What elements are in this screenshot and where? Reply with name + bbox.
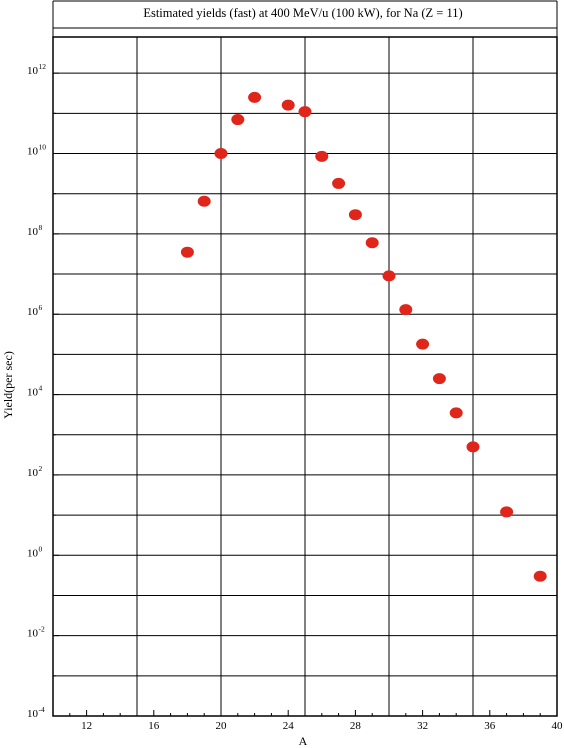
data-point [231,114,245,126]
y-axis-label: Yield(per sec) [1,351,15,419]
data-point [399,304,413,316]
y-tick-label: 10 [27,146,39,158]
data-points [180,91,547,582]
x-tick-label: 28 [350,720,362,732]
data-point [416,338,430,350]
plot-frame [52,36,558,717]
data-point [382,270,396,282]
x-tick-label: 36 [484,720,496,732]
data-point [197,195,211,207]
y-tick-exponent: 0 [39,544,43,553]
grid [53,37,557,716]
data-point [432,373,446,385]
x-tick-label: 24 [283,720,295,732]
y-tick-label: 10 [27,226,39,238]
title-box: Estimated yields (fast) at 400 MeV/u (10… [52,0,558,37]
y-tick-label: 10 [27,387,39,399]
data-point [214,148,228,160]
x-tick-label: 16 [148,720,160,732]
data-point [281,99,295,111]
data-point [298,106,312,118]
data-point [348,209,362,221]
chart-title: Estimated yields (fast) at 400 MeV/u (10… [143,6,462,20]
y-tick-exponent: 4 [39,384,43,393]
data-point [365,237,379,249]
y-tick-label: 10 [27,306,39,318]
data-point [332,177,346,189]
data-point [449,407,463,419]
x-tick-label: 12 [81,720,92,732]
x-axis-label: A [299,734,308,748]
y-tick-label: 10 [27,708,39,720]
data-point [466,441,480,453]
y-tick-label: 10 [27,467,39,479]
data-point [315,150,329,162]
data-point [500,506,514,518]
y-tick-exponent: 10 [39,143,47,152]
y-tick-exponent: 12 [39,62,47,71]
y-tick-label: 10 [27,547,39,559]
data-point [533,570,547,582]
y-tick-label: 10 [27,65,39,77]
y-tick-exponent: 2 [39,464,43,473]
y-tick-label: 10 [27,628,39,640]
x-tick-label: 32 [417,720,428,732]
x-tick-label: 40 [552,720,564,732]
data-point [248,91,262,103]
y-tick-exponent: -4 [39,705,45,714]
x-tick-labels: 12 16 20 24 28 32 36 40 [81,720,563,732]
y-tick-exponent: -2 [39,625,45,634]
data-point [180,246,194,258]
y-tick-exponent: 8 [39,223,43,232]
y-tick-exponent: 6 [39,303,43,312]
x-tick-label: 20 [216,720,228,732]
